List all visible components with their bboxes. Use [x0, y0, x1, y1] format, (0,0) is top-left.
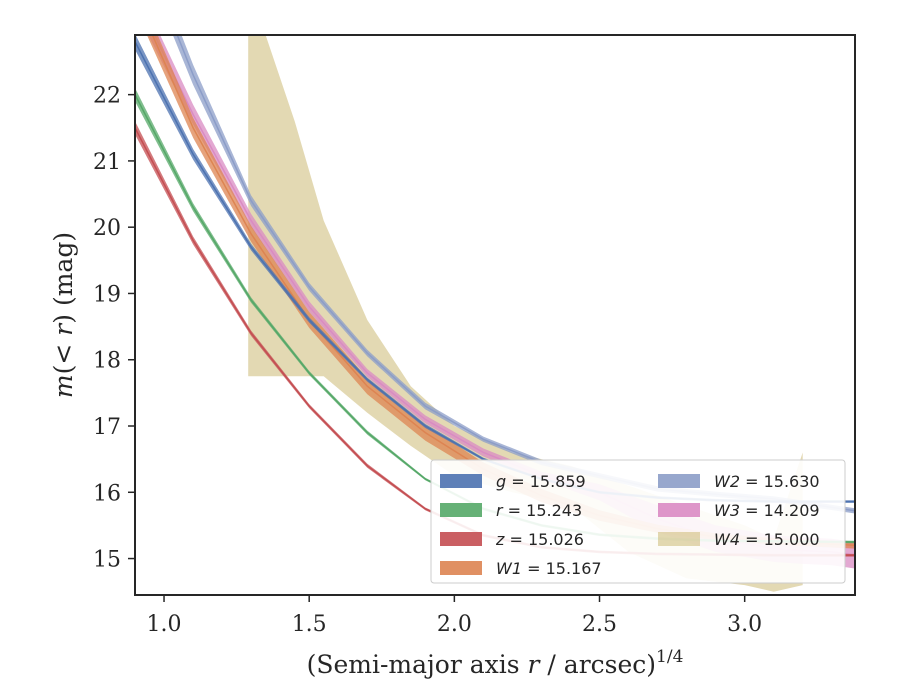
legend-label: g = 15.859 — [496, 472, 586, 491]
legend-swatch — [440, 532, 482, 546]
x-axis: 1.0 1.5 2.0 2.5 3.0 — [147, 595, 762, 637]
x-tick-label: 3.0 — [727, 612, 762, 637]
legend-label: W1 = 15.167 — [496, 559, 602, 578]
legend-label: W2 = 15.630 — [714, 472, 820, 491]
x-tick-label: 1.5 — [292, 612, 327, 637]
legend-swatch — [658, 503, 700, 517]
legend-item-w3: W3 = 14.209 — [658, 501, 820, 520]
legend-label: W3 = 14.209 — [714, 501, 820, 520]
x-tick-label: 2.5 — [582, 612, 617, 637]
y-tick-label: 22 — [93, 84, 121, 109]
legend-label: z = 15.026 — [495, 530, 584, 549]
legend-swatch — [658, 474, 700, 488]
y-tick-label: 17 — [93, 415, 121, 440]
legend-item-z: z = 15.026 — [440, 530, 584, 549]
series-w2-line — [176, 35, 855, 512]
legend-item-w2: W2 = 15.630 — [658, 472, 820, 491]
legend-item-w4: W4 = 15.000 — [658, 530, 820, 549]
y-axis: 15 16 17 18 19 20 21 22 — [93, 84, 135, 573]
legend-label: r = 15.243 — [496, 501, 582, 520]
y-tick-label: 20 — [93, 216, 121, 241]
legend-item-g: g = 15.859 — [440, 472, 586, 491]
y-tick-label: 21 — [93, 150, 121, 175]
y-axis-label: m(< r) (mag) — [49, 232, 78, 398]
legend-swatch — [440, 561, 482, 575]
plot-frame — [134, 34, 856, 596]
series-w2-band — [172, 35, 855, 514]
legend: g = 15.859 r = 15.243 z = 15.026 W1 = 15.16… — [430, 459, 846, 584]
legend-label: W4 = 15.000 — [714, 530, 820, 549]
legend-box — [430, 459, 846, 584]
series-g-band — [135, 35, 855, 503]
series-g-line — [135, 41, 855, 503]
legend-item-r: r = 15.243 — [440, 501, 582, 520]
y-tick-label: 15 — [93, 548, 121, 573]
x-tick-label: 1.0 — [147, 612, 182, 637]
y-tick-label: 18 — [93, 349, 121, 374]
legend-swatch — [440, 474, 482, 488]
y-tick-label: 16 — [93, 481, 121, 506]
legend-item-w1: W1 = 15.167 — [440, 559, 602, 578]
x-axis-label: (Semi-major axis r / arcsec)1/4 — [307, 647, 684, 679]
legend-swatch — [658, 532, 700, 546]
y-tick-label: 19 — [93, 282, 121, 307]
legend-swatch — [440, 503, 482, 517]
x-tick-label: 2.0 — [437, 612, 472, 637]
